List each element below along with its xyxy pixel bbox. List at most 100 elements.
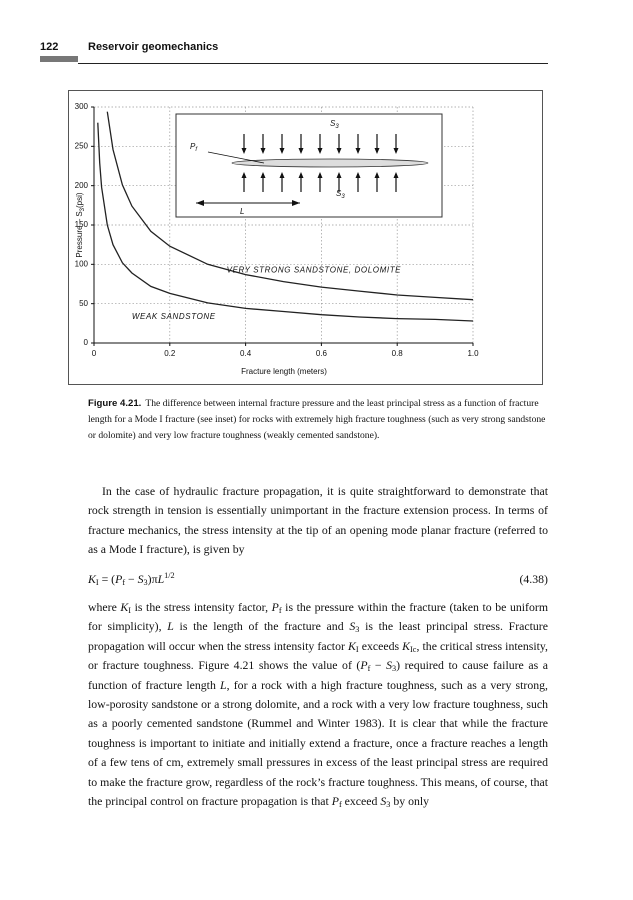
math-superscript: 1/2 bbox=[164, 570, 175, 580]
caption-label: Figure 4.21. bbox=[88, 398, 142, 409]
math-symbol: P bbox=[115, 571, 123, 586]
x-tick-label: 0.4 bbox=[240, 349, 252, 358]
data-line bbox=[97, 122, 474, 322]
arrowhead bbox=[374, 148, 380, 154]
y-tick-label: 250 bbox=[75, 141, 89, 150]
equation: KI = (Pf − S3)πL1/2 bbox=[88, 570, 175, 589]
figure-caption: Figure 4.21. The difference between inter… bbox=[88, 396, 548, 444]
math-symbol: P bbox=[271, 600, 279, 615]
arrowhead bbox=[298, 148, 304, 154]
arrowhead bbox=[355, 148, 361, 154]
math-subscript: f bbox=[122, 577, 126, 587]
math-symbol: S bbox=[380, 794, 387, 809]
inset: S3 S3 Pf L bbox=[175, 113, 443, 218]
math-subscript: f bbox=[278, 606, 282, 616]
text-run: is the least principal stress. Fracture … bbox=[88, 619, 548, 653]
paragraph: where KI is the stress intensity factor,… bbox=[88, 598, 548, 811]
arrowhead bbox=[279, 148, 285, 154]
math-subscript: 3 bbox=[392, 664, 397, 674]
math-subscript: 3 bbox=[143, 577, 148, 587]
text-run: by only bbox=[390, 794, 430, 809]
math-symbol: K bbox=[88, 571, 96, 586]
math-subscript: 3 bbox=[386, 800, 391, 810]
s3-bottom-label: S3 bbox=[336, 189, 345, 199]
x-tick-label: 1.0 bbox=[467, 349, 479, 358]
data-line bbox=[106, 111, 474, 301]
text-run: = ( bbox=[98, 571, 116, 586]
text-run: − bbox=[370, 658, 387, 673]
math-subscript: I bbox=[355, 644, 359, 654]
header-rule bbox=[78, 63, 548, 64]
arrowhead bbox=[298, 172, 304, 178]
chart-frame bbox=[68, 90, 543, 385]
text-run: exceed bbox=[341, 794, 381, 809]
x-axis-label: Fracture length (meters) bbox=[241, 367, 327, 376]
arrowhead bbox=[317, 172, 323, 178]
arrowhead bbox=[393, 172, 399, 178]
text-run: − bbox=[125, 571, 138, 586]
math-subscript: I bbox=[95, 577, 99, 587]
x-tick-label: 0.8 bbox=[392, 349, 404, 358]
paragraph: In the case of hydraulic fracture propag… bbox=[88, 482, 548, 560]
math-subscript: Ic bbox=[410, 644, 417, 654]
math-symbol: S bbox=[137, 571, 144, 586]
running-title: Reservoir geomechanics bbox=[88, 41, 219, 53]
y-tick-label: 0 bbox=[84, 338, 89, 347]
math-subscript: I bbox=[128, 606, 132, 616]
s3-top-label: S3 bbox=[330, 119, 339, 129]
math-symbol: K bbox=[348, 638, 356, 653]
math-symbol: S bbox=[349, 619, 356, 634]
y-tick-label: 150 bbox=[75, 220, 89, 229]
arrowhead bbox=[336, 148, 342, 154]
stress-arrows bbox=[241, 134, 399, 192]
text-run: )π bbox=[147, 571, 158, 586]
annotation: VERY STRONG SANDSTONE, DOLOMITE bbox=[227, 266, 402, 275]
arrowhead bbox=[317, 148, 323, 154]
text-run: , the critical stress intensity, or frac… bbox=[88, 638, 549, 673]
equation-line: KI = (Pf − S3)πL1/2 (4.38) bbox=[88, 570, 548, 589]
math-symbol: K bbox=[120, 600, 129, 615]
text-run: is the pressure within the fracture (tak… bbox=[88, 600, 548, 634]
arrowhead bbox=[260, 148, 266, 154]
annotation: WEAK SANDSTONE bbox=[132, 312, 216, 321]
math-symbol: S bbox=[386, 658, 393, 673]
arrowhead bbox=[260, 172, 266, 178]
math-subscript: f bbox=[367, 664, 371, 674]
math-symbol: K bbox=[402, 638, 411, 653]
text-run: ) required to cause failure as a functio… bbox=[88, 658, 548, 692]
body-text: In the case of hydraulic fracture propag… bbox=[88, 482, 548, 812]
y-tick-label: 50 bbox=[79, 299, 88, 308]
y-axis-label: Pressure – S3(psi) bbox=[75, 192, 85, 257]
arrowhead bbox=[393, 148, 399, 154]
text-run: , for a rock with a high fracture toughn… bbox=[88, 677, 548, 809]
math-symbol: L bbox=[157, 571, 165, 586]
chart: Pressure – S3(psi) Fracture length (mete… bbox=[68, 90, 543, 385]
math-symbol: L bbox=[167, 619, 174, 634]
arrowhead bbox=[374, 172, 380, 178]
y-tick-label: 300 bbox=[75, 102, 89, 111]
text-run: exceeds bbox=[358, 638, 403, 653]
y-tick-label: 200 bbox=[75, 181, 89, 190]
pf-pointer bbox=[207, 151, 265, 164]
math-subscript: 3 bbox=[355, 625, 360, 635]
x-tick-label: 0 bbox=[92, 349, 97, 358]
math-symbol: P bbox=[360, 658, 368, 673]
text-run: In the case of hydraulic fracture propag… bbox=[88, 484, 548, 557]
text-run: is the length of the fracture and bbox=[173, 619, 350, 634]
arrowhead bbox=[336, 172, 342, 178]
length-label: L bbox=[240, 207, 244, 216]
arrowhead bbox=[241, 148, 247, 154]
x-tick-label: 0.2 bbox=[164, 349, 176, 358]
caption-text: The difference between internal fracture… bbox=[88, 398, 546, 441]
text-run: is the stress intensity factor, bbox=[131, 600, 272, 615]
arrowhead bbox=[279, 172, 285, 178]
math-symbol: L bbox=[220, 677, 227, 692]
x-tick-label: 0.6 bbox=[316, 349, 328, 358]
equation-number: (4.38) bbox=[519, 571, 548, 586]
arrowhead bbox=[355, 172, 361, 178]
page-number: 122 bbox=[40, 41, 59, 53]
text-run: where bbox=[88, 600, 121, 615]
math-subscript: f bbox=[338, 800, 342, 810]
fracture bbox=[231, 158, 429, 168]
